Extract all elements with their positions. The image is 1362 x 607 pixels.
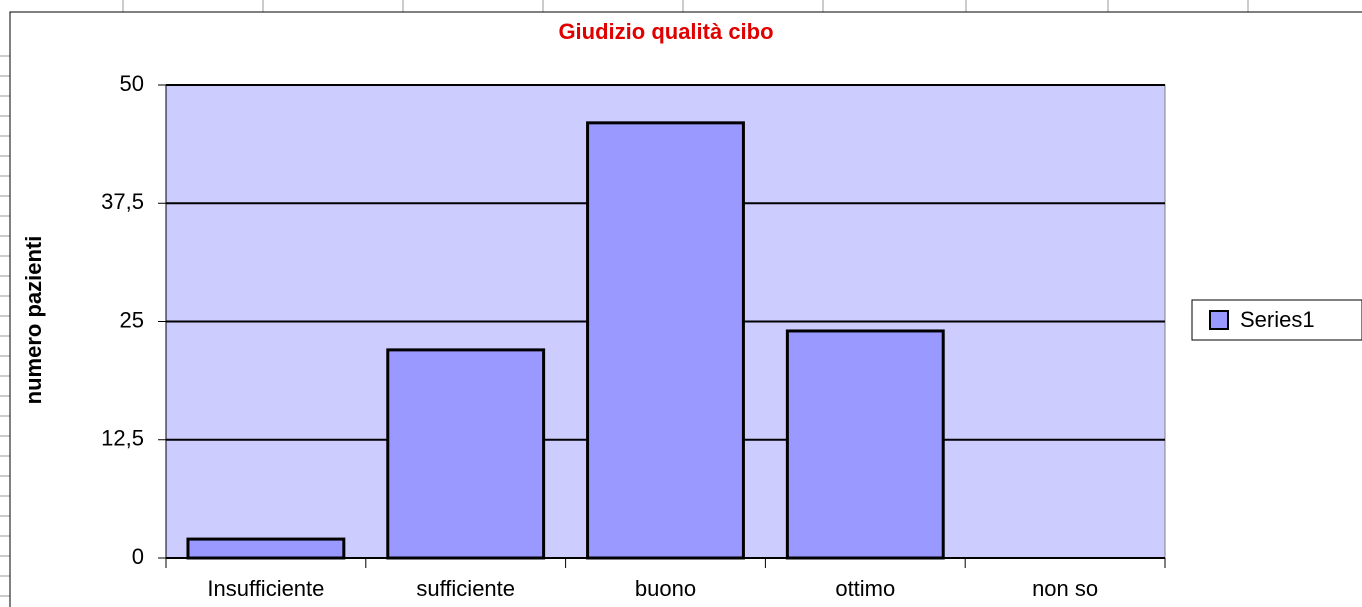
- y-tick-label: 12,5: [101, 426, 144, 451]
- legend-swatch: [1209, 310, 1229, 330]
- sheet-grid: [0, 0, 1249, 597]
- legend-label: Series1: [1240, 307, 1315, 332]
- y-tick-label: 37,5: [101, 189, 144, 214]
- x-tick-label: non so: [1032, 576, 1098, 601]
- x-tick-label: ottimo: [835, 576, 895, 601]
- y-tick-label: 50: [120, 71, 144, 96]
- bar: [586, 121, 745, 560]
- y-axis-label: numero pazienti: [21, 236, 46, 405]
- bar: [386, 348, 546, 560]
- x-tick-label: Insufficiente: [207, 576, 324, 601]
- bar: [785, 329, 945, 560]
- x-tick-label: sufficiente: [416, 576, 515, 601]
- y-tick-label: 25: [120, 307, 144, 332]
- chart-title: Giudizio qualità cibo: [558, 19, 773, 44]
- bar: [186, 537, 346, 560]
- y-tick-label: 0: [132, 544, 144, 569]
- x-tick-label: buono: [635, 576, 696, 601]
